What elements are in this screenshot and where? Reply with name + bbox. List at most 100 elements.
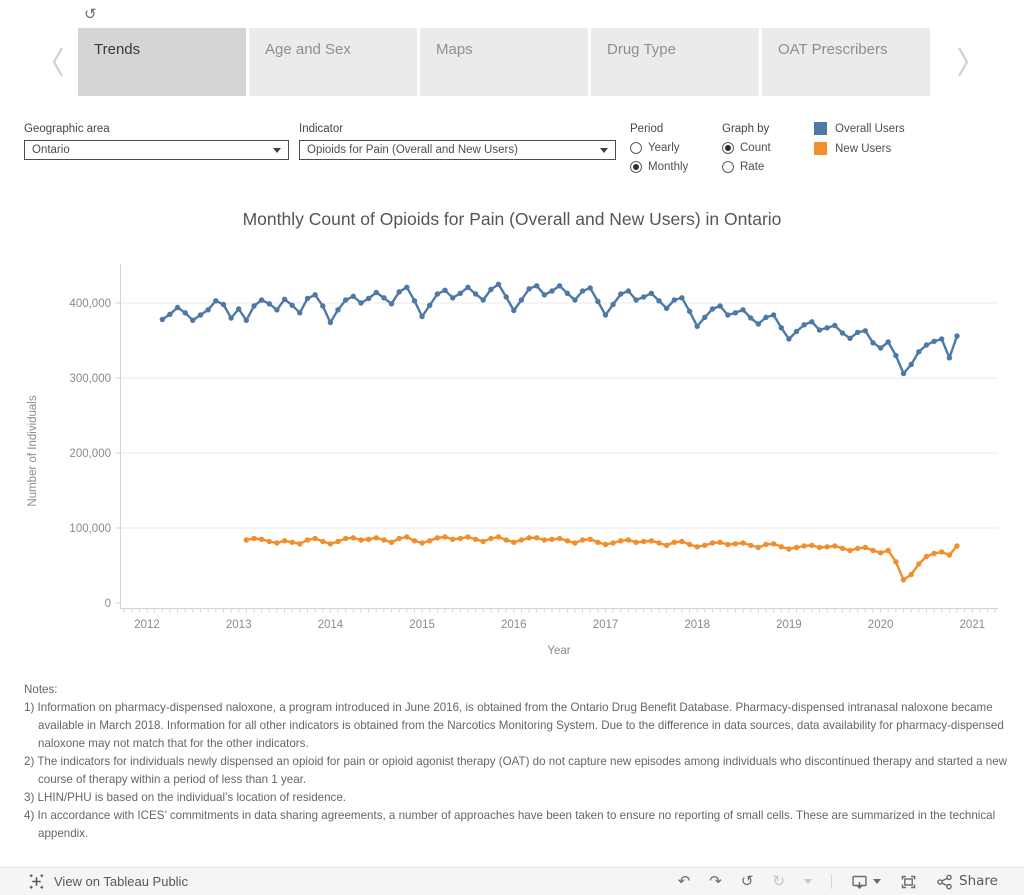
- redo-icon[interactable]: ↷: [709, 872, 722, 890]
- data-point[interactable]: [411, 538, 418, 544]
- data-point[interactable]: [663, 542, 670, 548]
- data-point[interactable]: [541, 537, 548, 543]
- radio-icon[interactable]: [630, 142, 642, 154]
- data-point[interactable]: [503, 537, 509, 543]
- graph-by-option-rate[interactable]: Rate: [722, 161, 771, 173]
- data-point[interactable]: [748, 315, 754, 321]
- data-point[interactable]: [916, 561, 922, 567]
- data-point[interactable]: [855, 329, 861, 335]
- data-point[interactable]: [526, 535, 532, 541]
- data-point[interactable]: [495, 281, 502, 287]
- data-point[interactable]: [350, 293, 356, 299]
- data-point[interactable]: [916, 349, 922, 355]
- data-point[interactable]: [855, 545, 861, 551]
- data-point[interactable]: [327, 541, 334, 547]
- download-button[interactable]: [851, 874, 882, 890]
- data-point[interactable]: [404, 284, 410, 290]
- data-point[interactable]: [289, 302, 295, 308]
- data-point[interactable]: [190, 317, 196, 323]
- data-point[interactable]: [174, 304, 181, 311]
- data-point[interactable]: [618, 291, 624, 297]
- data-point[interactable]: [595, 298, 601, 305]
- data-point[interactable]: [625, 537, 632, 543]
- data-point[interactable]: [931, 550, 937, 557]
- data-point[interactable]: [946, 355, 953, 361]
- data-point[interactable]: [732, 310, 739, 316]
- tab-age-and-sex[interactable]: Age and Sex: [249, 28, 417, 96]
- data-point[interactable]: [281, 538, 288, 544]
- period-option-monthly[interactable]: Monthly: [630, 161, 688, 173]
- data-point[interactable]: [809, 542, 815, 548]
- data-point[interactable]: [740, 540, 746, 546]
- data-point[interactable]: [862, 544, 868, 551]
- data-point[interactable]: [770, 541, 777, 547]
- data-point[interactable]: [251, 535, 257, 542]
- data-point[interactable]: [564, 538, 570, 544]
- data-point[interactable]: [457, 290, 463, 296]
- data-point[interactable]: [786, 546, 792, 552]
- data-point[interactable]: [908, 571, 914, 578]
- refresh-view-icon[interactable]: ↺: [84, 5, 97, 23]
- data-point[interactable]: [511, 307, 517, 314]
- data-point[interactable]: [832, 543, 838, 549]
- data-point[interactable]: [365, 536, 372, 542]
- view-on-tableau-public-link[interactable]: View on Tableau Public: [28, 868, 188, 895]
- data-point[interactable]: [472, 536, 479, 542]
- data-point[interactable]: [686, 541, 693, 548]
- data-point[interactable]: [388, 539, 395, 545]
- data-point[interactable]: [633, 297, 639, 303]
- data-point[interactable]: [358, 300, 364, 306]
- data-point[interactable]: [518, 297, 525, 303]
- radio-icon[interactable]: [722, 142, 734, 154]
- data-point[interactable]: [304, 295, 311, 302]
- data-point[interactable]: [717, 303, 723, 309]
- overall-users-series[interactable]: [159, 281, 960, 377]
- data-point[interactable]: [343, 535, 349, 542]
- data-point[interactable]: [862, 328, 868, 334]
- data-point[interactable]: [824, 325, 830, 331]
- data-point[interactable]: [893, 352, 899, 359]
- data-point[interactable]: [465, 534, 471, 540]
- data-point[interactable]: [801, 543, 807, 549]
- data-point[interactable]: [939, 549, 945, 555]
- new-users-series[interactable]: [243, 534, 960, 583]
- legend-item-overall-users[interactable]: Overall Users: [814, 122, 905, 135]
- reset-icon[interactable]: ↺: [740, 872, 754, 890]
- data-point[interactable]: [488, 286, 494, 293]
- data-point[interactable]: [358, 537, 364, 543]
- data-point[interactable]: [450, 295, 456, 301]
- data-point[interactable]: [495, 534, 502, 540]
- data-point[interactable]: [480, 538, 486, 545]
- data-point[interactable]: [694, 544, 700, 550]
- data-point[interactable]: [725, 312, 731, 318]
- graph-by-option-count[interactable]: Count: [722, 142, 771, 154]
- radio-icon[interactable]: [722, 161, 734, 173]
- data-point[interactable]: [297, 541, 303, 547]
- data-point[interactable]: [388, 301, 395, 307]
- data-point[interactable]: [488, 535, 494, 542]
- data-point[interactable]: [335, 307, 341, 313]
- data-point[interactable]: [419, 313, 425, 320]
- data-point[interactable]: [748, 542, 754, 548]
- data-point[interactable]: [205, 307, 211, 313]
- data-point[interactable]: [939, 336, 945, 342]
- indicator-select[interactable]: Opioids for Pain (Overall and New Users): [299, 140, 616, 160]
- data-point[interactable]: [671, 297, 677, 303]
- data-point[interactable]: [870, 547, 876, 554]
- legend-item-new-users[interactable]: New Users: [814, 142, 905, 155]
- fullscreen-button[interactable]: [900, 874, 917, 890]
- data-point[interactable]: [847, 335, 853, 341]
- data-point[interactable]: [480, 297, 486, 303]
- data-point[interactable]: [595, 539, 601, 545]
- data-point[interactable]: [266, 538, 272, 545]
- data-point[interactable]: [304, 537, 311, 543]
- data-point[interactable]: [954, 543, 960, 549]
- data-point[interactable]: [801, 322, 807, 328]
- data-point[interactable]: [159, 316, 165, 323]
- data-point[interactable]: [434, 535, 441, 541]
- data-point[interactable]: [610, 301, 616, 308]
- overall-users-swatch[interactable]: [814, 122, 827, 135]
- data-point[interactable]: [228, 315, 234, 321]
- data-point[interactable]: [793, 328, 800, 335]
- data-point[interactable]: [587, 536, 593, 542]
